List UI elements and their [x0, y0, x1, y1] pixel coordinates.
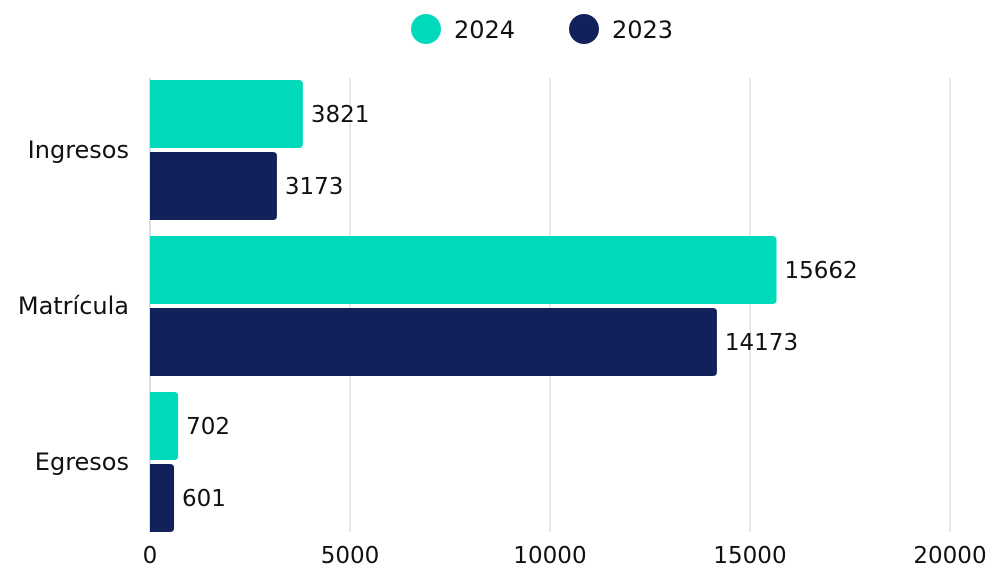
legend: 2024 2023 — [411, 14, 673, 44]
legend-label-2024: 2024 — [454, 16, 515, 44]
x-tick-label-10000: 10000 — [513, 543, 586, 569]
value-labels: 3821 3173 15662 14173 702 601 — [182, 102, 858, 512]
legend-marker-2024 — [411, 14, 441, 44]
x-tick-label-15000: 15000 — [713, 543, 786, 569]
value-label-ingresos-2023: 3173 — [285, 174, 344, 200]
bar-matricula-2024 — [150, 236, 777, 304]
value-label-matricula-2024: 15662 — [784, 258, 857, 284]
x-axis-ticks: 0 5000 10000 15000 20000 — [143, 543, 987, 569]
value-label-ingresos-2024: 3821 — [311, 102, 370, 128]
value-label-egresos-2023: 601 — [182, 486, 226, 512]
x-tick-label-0: 0 — [143, 543, 158, 569]
bar-egresos-2023 — [150, 464, 175, 532]
x-tick-label-5000: 5000 — [321, 543, 380, 569]
category-label-egresos: Egresos — [35, 448, 129, 476]
bars — [150, 80, 777, 532]
bar-ingresos-2024 — [150, 80, 303, 148]
legend-label-2023: 2023 — [612, 16, 673, 44]
bar-matricula-2023 — [150, 308, 717, 376]
bar-egresos-2024 — [150, 392, 179, 460]
value-label-egresos-2024: 702 — [186, 414, 230, 440]
category-label-matricula: Matrícula — [18, 292, 129, 320]
category-label-ingresos: Ingresos — [28, 136, 129, 164]
value-label-matricula-2023: 14173 — [725, 330, 798, 356]
x-tick-label-20000: 20000 — [913, 543, 986, 569]
bar-ingresos-2023 — [150, 152, 277, 220]
legend-marker-2023 — [569, 14, 599, 44]
category-labels: Ingresos Matrícula Egresos — [18, 136, 129, 476]
